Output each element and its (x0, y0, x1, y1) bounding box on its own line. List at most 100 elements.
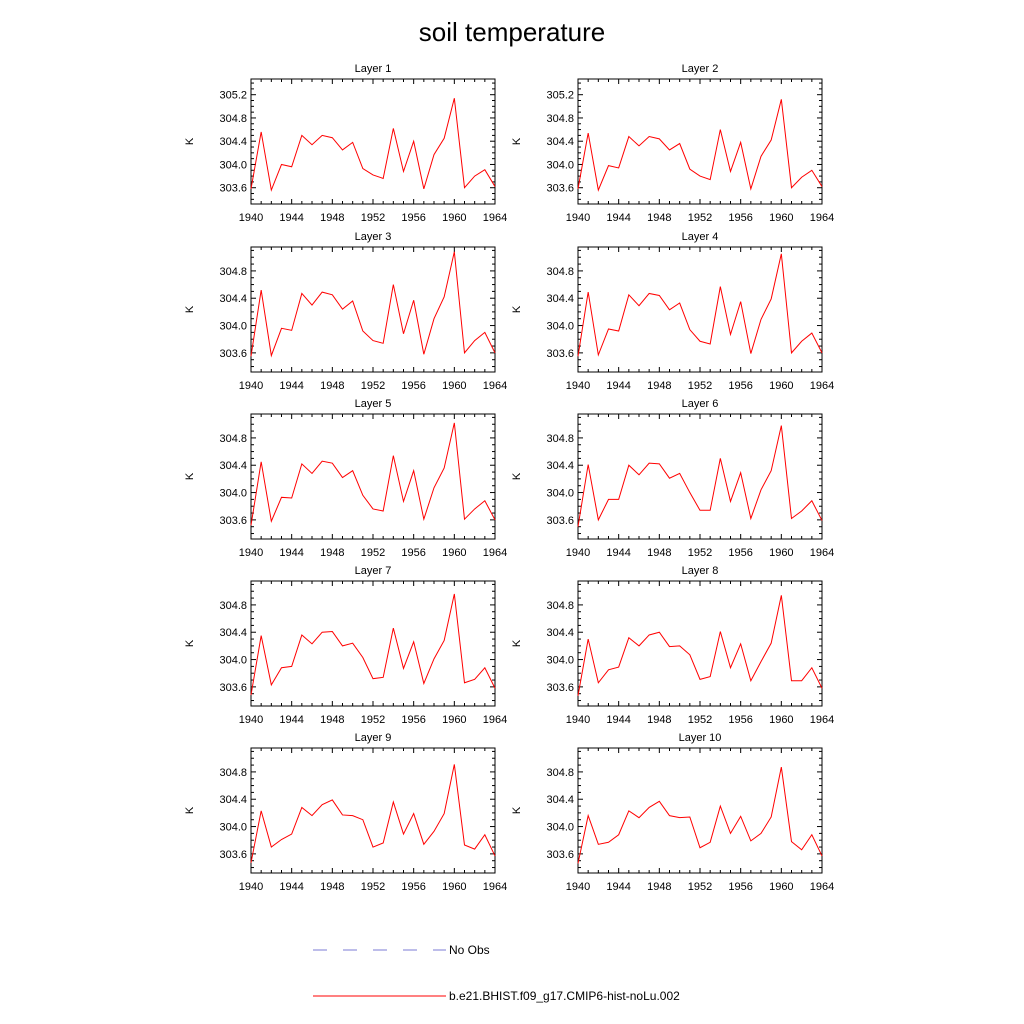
panel-5-series-line (250, 422, 496, 526)
panel-3-x-tick-label: 1956 (401, 380, 425, 392)
figure-title: soil temperature (419, 17, 605, 47)
panel-8-y-tick-label: 304.0 (546, 655, 574, 667)
panel-8-y-axis-label: K (511, 639, 523, 647)
panel-1-x-tick-label: 1940 (239, 212, 263, 224)
panel-8-x-tick-label: 1960 (769, 714, 793, 726)
panel-2-y-tick-label: 305.2 (546, 90, 574, 102)
panel-10-x-tick-label: 1960 (769, 881, 793, 893)
panel-8-x-tick-label: 1952 (688, 714, 712, 726)
panel-7-y-tick-label: 304.8 (219, 600, 247, 612)
panel-5-x-tick-label: 1948 (320, 547, 344, 559)
panel-7-y-axis-label: K (184, 639, 196, 647)
panel-6-y-tick-label: 304.0 (546, 488, 574, 500)
panel-1-x-tick-label: 1956 (401, 212, 425, 224)
panel-9-series-line (250, 764, 496, 863)
panel-3-x-tick-label: 1960 (442, 380, 466, 392)
panel-5-x-tick-label: 1956 (401, 547, 425, 559)
panel-6-y-tick-label: 304.8 (546, 433, 574, 445)
panel-2-x-tick-label: 1948 (647, 212, 671, 224)
panel-4-y-tick-label: 304.8 (546, 266, 574, 278)
chart-panel-layer-3: Layer 3 1940 1944 1948 1952 1956 1960 1964 303.6… (184, 231, 507, 392)
panel-8-y-tick-label: 304.4 (546, 627, 574, 639)
panel-1-x-tick-label: 1944 (279, 212, 303, 224)
panel-10-y-axis-label: K (511, 806, 523, 814)
panel-1-y-tick-label: 304.4 (219, 136, 247, 148)
panel-3-x-tick-label: 1952 (361, 380, 385, 392)
panel-6-x-tick-label: 1964 (810, 547, 834, 559)
panel-5-y-tick-label: 304.4 (219, 460, 247, 472)
panel-4-title: Layer 4 (682, 231, 719, 243)
panel-4-x-tick-label: 1952 (688, 380, 712, 392)
panel-8-x-tick-label: 1940 (566, 714, 590, 726)
panel-6-y-tick-label: 303.6 (546, 515, 574, 527)
panel-7-series-line (250, 593, 496, 696)
panel-10-y-tick-label: 304.4 (546, 794, 574, 806)
panel-4-series-line (577, 253, 823, 357)
panel-9-x-tick-label: 1940 (239, 881, 263, 893)
panel-2-y-tick-label: 304.4 (546, 136, 574, 148)
panel-9-x-tick-label: 1956 (401, 881, 425, 893)
panel-5-x-tick-label: 1940 (239, 547, 263, 559)
panel-6-x-tick-label: 1944 (606, 547, 630, 559)
panel-5-plot-frame (250, 413, 496, 540)
panel-1-x-tick-label: 1964 (483, 212, 507, 224)
panel-5-title: Layer 5 (355, 398, 392, 410)
panel-7-x-tick-label: 1948 (320, 714, 344, 726)
panel-6-x-tick-label: 1956 (728, 547, 752, 559)
panel-1-y-tick-label: 303.6 (219, 183, 247, 195)
panel-1-x-tick-label: 1960 (442, 212, 466, 224)
panel-10-plot-frame (577, 747, 823, 874)
panel-1-x-tick-label: 1952 (361, 212, 385, 224)
panel-10-x-tick-label: 1952 (688, 881, 712, 893)
panel-4-y-tick-label: 304.0 (546, 321, 574, 333)
panel-8-x-tick-label: 1956 (728, 714, 752, 726)
panel-9-y-tick-label: 303.6 (219, 849, 247, 861)
panel-3-x-tick-label: 1944 (279, 380, 303, 392)
panel-2-title: Layer 2 (682, 63, 719, 75)
panel-7-x-tick-label: 1960 (442, 714, 466, 726)
panel-7-x-tick-label: 1940 (239, 714, 263, 726)
panel-6-plot-frame (577, 413, 823, 540)
panel-2-y-tick-label: 304.0 (546, 159, 574, 171)
panel-10-x-tick-label: 1956 (728, 881, 752, 893)
panel-6-y-axis-label: K (511, 472, 523, 480)
panel-1-title: Layer 1 (355, 63, 392, 75)
legend: No Obs b.e21.BHIST.f09_g17.CMIP6-hist-no… (313, 943, 680, 1003)
panel-5-x-tick-label: 1952 (361, 547, 385, 559)
panel-9-y-tick-label: 304.0 (219, 822, 247, 834)
legend-label-no-obs: No Obs (449, 943, 490, 957)
panel-1-series-line (250, 98, 496, 192)
panels-grid: Layer 1 1940 1944 1948 1952 1956 1960 1964 303.6… (184, 63, 834, 893)
panel-8-plot-frame (577, 580, 823, 707)
panel-6-x-tick-label: 1948 (647, 547, 671, 559)
panel-6-y-tick-label: 304.4 (546, 460, 574, 472)
panel-1-y-tick-label: 304.8 (219, 113, 247, 125)
panel-9-x-tick-label: 1948 (320, 881, 344, 893)
panel-9-plot-frame (250, 747, 496, 874)
legend-label-model-run: b.e21.BHIST.f09_g17.CMIP6-hist-noLu.002 (449, 989, 680, 1003)
panel-1-y-tick-label: 305.2 (219, 90, 247, 102)
panel-2-x-tick-label: 1960 (769, 212, 793, 224)
panel-2-plot-frame (577, 78, 823, 205)
panel-4-x-tick-label: 1940 (566, 380, 590, 392)
panel-8-x-tick-label: 1948 (647, 714, 671, 726)
panel-6-title: Layer 6 (682, 398, 719, 410)
panel-9-y-tick-label: 304.4 (219, 794, 247, 806)
chart-panel-layer-5: Layer 5 1940 1944 1948 1952 1956 1960 1964 303.6… (184, 398, 507, 559)
panel-10-x-tick-label: 1940 (566, 881, 590, 893)
panel-10-y-tick-label: 304.0 (546, 822, 574, 834)
panel-3-plot-frame (250, 246, 496, 373)
panel-2-x-tick-label: 1952 (688, 212, 712, 224)
panel-3-x-tick-label: 1940 (239, 380, 263, 392)
panel-7-x-tick-label: 1956 (401, 714, 425, 726)
panel-10-title: Layer 10 (679, 732, 722, 744)
chart-panel-layer-2: Layer 2 1940 1944 1948 1952 1956 1960 1964 303.6… (511, 63, 834, 224)
panel-9-y-tick-label: 304.8 (219, 767, 247, 779)
panel-6-series-line (577, 425, 823, 527)
panel-3-x-tick-label: 1948 (320, 380, 344, 392)
panel-3-y-tick-label: 303.6 (219, 348, 247, 360)
panel-9-y-axis-label: K (184, 806, 196, 814)
panel-10-x-tick-label: 1964 (810, 881, 834, 893)
chart-panel-layer-10: Layer 10 1940 1944 1948 1952 1956 1960 1964 303.… (511, 732, 834, 893)
panel-8-y-tick-label: 304.8 (546, 600, 574, 612)
